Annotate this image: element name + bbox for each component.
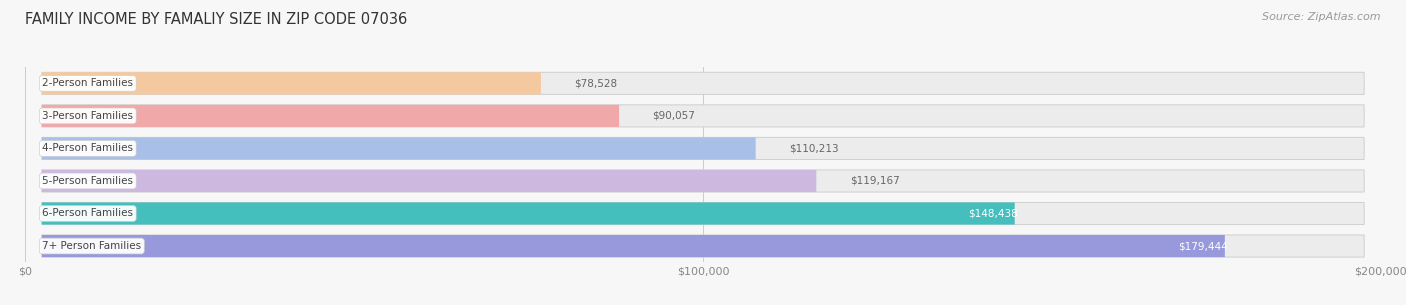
Text: $119,167: $119,167: [849, 176, 900, 186]
FancyBboxPatch shape: [42, 105, 619, 127]
FancyBboxPatch shape: [42, 105, 1364, 127]
Text: $90,057: $90,057: [652, 111, 696, 121]
FancyBboxPatch shape: [42, 170, 1364, 192]
FancyBboxPatch shape: [42, 72, 541, 95]
Text: 7+ Person Families: 7+ Person Families: [42, 241, 142, 251]
FancyBboxPatch shape: [42, 137, 755, 160]
Text: $148,438: $148,438: [967, 209, 1018, 218]
FancyBboxPatch shape: [42, 137, 1364, 160]
Text: 2-Person Families: 2-Person Families: [42, 78, 134, 88]
FancyBboxPatch shape: [42, 203, 1015, 224]
Text: $179,444: $179,444: [1178, 241, 1227, 251]
Text: FAMILY INCOME BY FAMALIY SIZE IN ZIP CODE 07036: FAMILY INCOME BY FAMALIY SIZE IN ZIP COD…: [25, 12, 408, 27]
FancyBboxPatch shape: [42, 235, 1225, 257]
FancyBboxPatch shape: [42, 72, 1364, 95]
Text: 4-Person Families: 4-Person Families: [42, 143, 134, 153]
Text: 5-Person Families: 5-Person Families: [42, 176, 134, 186]
Text: Source: ZipAtlas.com: Source: ZipAtlas.com: [1263, 12, 1381, 22]
Text: 6-Person Families: 6-Person Families: [42, 209, 134, 218]
FancyBboxPatch shape: [42, 170, 817, 192]
FancyBboxPatch shape: [42, 203, 1364, 224]
FancyBboxPatch shape: [42, 235, 1364, 257]
Text: $110,213: $110,213: [789, 143, 839, 153]
Text: 3-Person Families: 3-Person Families: [42, 111, 134, 121]
Text: $78,528: $78,528: [575, 78, 617, 88]
